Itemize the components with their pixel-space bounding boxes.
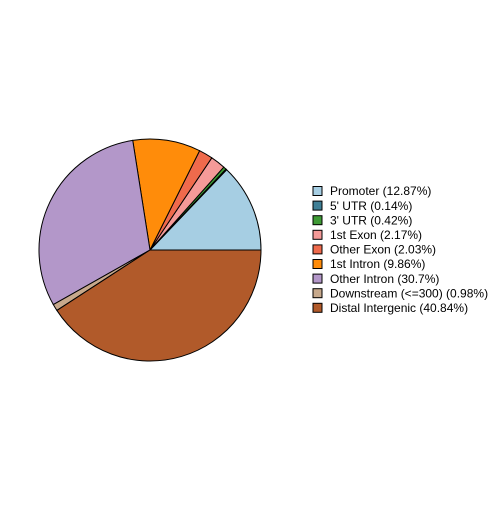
legend-label: Other Exon (2.03%) xyxy=(330,243,436,257)
legend-label: Downstream (<=300) (0.98%) xyxy=(330,286,488,300)
legend-swatch xyxy=(312,302,323,313)
legend-label: Distal Intergenic (40.84%) xyxy=(330,301,468,315)
legend-swatch xyxy=(312,200,323,211)
legend-swatch xyxy=(312,288,323,299)
pie-slice xyxy=(38,139,151,306)
legend-swatch xyxy=(312,244,323,255)
legend-swatch xyxy=(312,215,323,226)
legend-swatch xyxy=(312,186,323,196)
pie-slice xyxy=(56,249,262,362)
legend-label: 3' UTR (0.42%) xyxy=(330,213,412,227)
legend-swatch xyxy=(312,259,323,269)
legend-label: Other Intron (30.7%) xyxy=(330,272,439,286)
legend-label: 1st Intron (9.86%) xyxy=(330,257,425,271)
pie-slice xyxy=(148,169,262,251)
legend-swatch xyxy=(312,273,323,284)
legend-label: 1st Exon (2.17%) xyxy=(330,228,422,242)
legend-label: Promoter (12.87%) xyxy=(330,184,431,198)
legend-label: 5' UTR (0.14%) xyxy=(330,199,412,213)
legend-swatch xyxy=(312,229,323,240)
